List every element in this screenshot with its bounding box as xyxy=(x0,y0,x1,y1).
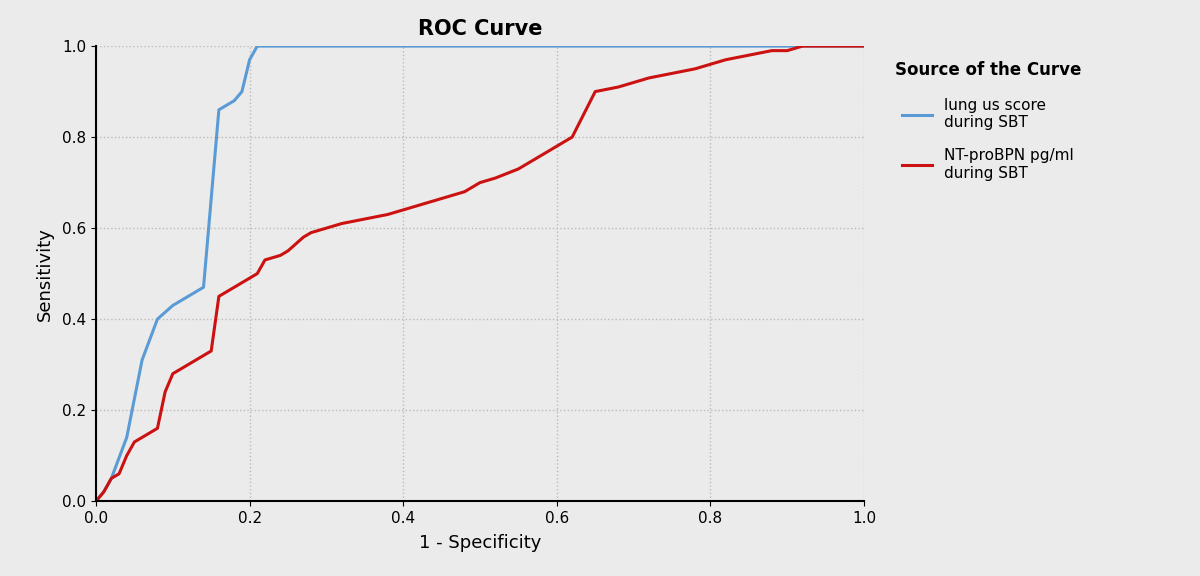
Title: ROC Curve: ROC Curve xyxy=(418,19,542,39)
Legend: lung us score
during SBT, NT-proBPN pg/ml
during SBT: lung us score during SBT, NT-proBPN pg/m… xyxy=(887,54,1088,188)
Y-axis label: Sensitivity: Sensitivity xyxy=(36,227,54,320)
X-axis label: 1 - Specificity: 1 - Specificity xyxy=(419,534,541,552)
